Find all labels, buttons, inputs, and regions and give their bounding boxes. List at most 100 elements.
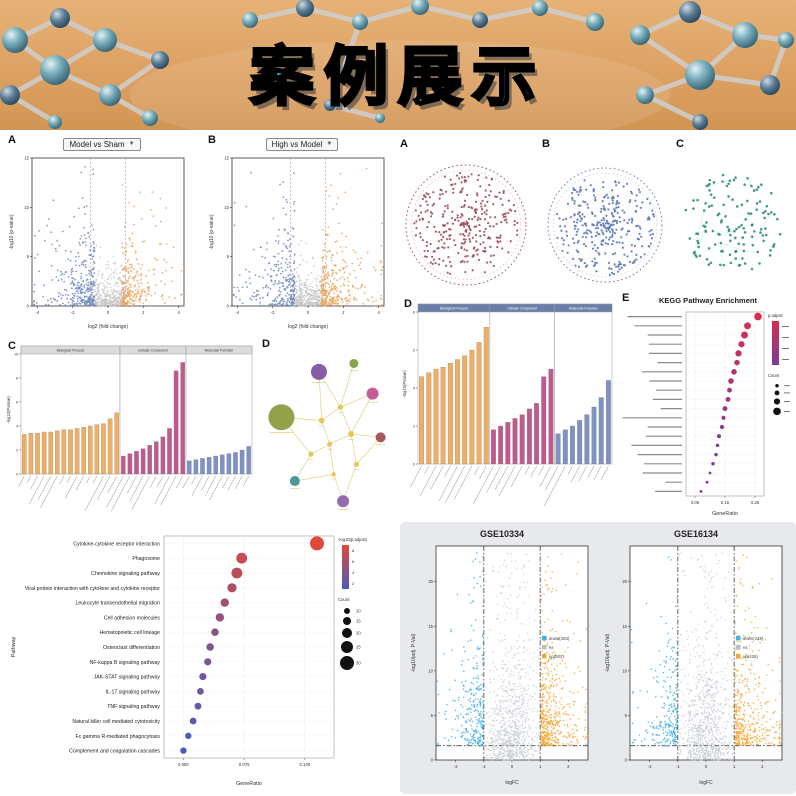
svg-text:2: 2 [352,581,355,586]
svg-text:Count: Count [768,373,780,378]
svg-text:Viral protein interaction with: Viral protein interaction with cytokine … [25,586,160,592]
svg-text:2: 2 [16,448,18,452]
svg-text:Pathway: Pathway [11,636,17,657]
svg-text:0: 0 [107,310,110,315]
svg-text:-2: -2 [454,764,458,769]
svg-text:4: 4 [16,424,18,428]
svg-text:2: 2 [567,764,570,769]
svg-text:0: 0 [307,310,310,315]
chevron-down-icon: ▼ [326,141,333,147]
svg-text:15: 15 [356,619,361,624]
panel-label-b: B [542,138,550,150]
svg-text:15: 15 [622,624,627,629]
svg-text:log2 (fold change): log2 (fold change) [88,324,128,330]
svg-text:10: 10 [428,668,433,673]
volcano-plot-model-vs-sham: -4 -2 0 2 4 0 5 10 15 log2 (fold change) -log10 (p… [6,154,198,330]
panel-label-c: C [8,340,16,352]
svg-text:-4: -4 [235,310,239,315]
svg-text:up(502): up(502) [549,654,564,659]
svg-text:-1: -1 [676,764,680,769]
go-bars-panel-d: D 0 2 4 6 8 -log10(Pvalue) Biological Process C… [402,298,618,518]
svg-text:Complement and coagulation cas: Complement and coagulation cascades [69,749,160,755]
svg-text:Biological Process: Biological Process [440,306,468,310]
svg-text:Cellular Component: Cellular Component [507,306,537,310]
svg-text:8: 8 [16,376,18,380]
svg-text:0: 0 [227,304,230,309]
page-title: 案例展示 [249,40,546,115]
svg-text:-log10(adj. P-Val): -log10(adj. P-Val) [411,633,417,672]
banner: 案例展示 [0,0,796,130]
svg-text:-1: -1 [482,764,486,769]
svg-text:0.050: 0.050 [178,762,189,767]
svg-text:Chemokine signaling pathway: Chemokine signaling pathway [91,571,160,577]
svg-text:0: 0 [27,304,30,309]
go-enrichment-bars-c: 0 2 4 6 8 10 -log10(Pvalue) Biological Process C… [6,344,258,520]
svg-text:15: 15 [224,156,229,161]
panel-label-c: C [676,138,684,150]
svg-text:4: 4 [378,310,381,315]
svg-text:8: 8 [352,548,355,553]
svg-text:JAK-STAT signaling pathway: JAK-STAT signaling pathway [94,675,161,681]
volcano-plot-high-vs-model: -4 -2 0 2 4 0 5 10 15 log2 (fold change) -log10 (p… [206,154,398,330]
comparison-select-model-vs-sham[interactable]: Model vs Sham ▼ [63,137,141,151]
gene-network-b [540,150,670,300]
svg-text:0.100: 0.100 [299,762,310,767]
panel-label-b: B [208,134,216,146]
gse10334-panel: GSE10334 -2 -1 0 1 2 0 5 10 15 20 logFC -log10(adj.… [408,526,596,788]
svg-text:Phagosome: Phagosome [132,556,160,562]
svg-text:Biological Process: Biological Process [57,348,85,352]
svg-text:Natural killer cell mediated c: Natural killer cell mediated cytotoxicit… [72,719,160,725]
svg-text:15: 15 [428,624,433,629]
svg-text:2: 2 [342,310,345,315]
chevron-down-icon: ▼ [128,141,135,147]
gene-network-c [674,150,794,296]
svg-text:0: 0 [625,758,628,763]
kegg-dotplot-panel-e: E KEGG Pathway Enrichment 0.05 0.15 0.25 Ge… [620,292,796,522]
comparison-select-high-vs-model[interactable]: High vs Model ▼ [265,137,339,151]
kegg-enrichment-title: KEGG Pathway Enrichment [659,296,757,305]
svg-text:2: 2 [413,424,415,428]
svg-text:down(283): down(283) [549,636,570,641]
svg-text:Cellular Component: Cellular Component [138,348,168,352]
svg-text:Fc gamma R-mediated phagocytos: Fc gamma R-mediated phagocytosis [76,734,161,740]
svg-text:0: 0 [705,764,708,769]
bubble-network-panel-d: D [260,338,398,522]
go-enrichment-bars-d: 0 2 4 6 8 -log10(Pvalue) Biological Process Cel… [402,302,618,516]
svg-text:-log10 (p-value): -log10 (p-value) [9,214,15,249]
svg-text:0: 0 [511,764,514,769]
svg-text:6: 6 [352,559,355,564]
svg-text:-2: -2 [71,310,75,315]
svg-text:0.05: 0.05 [691,500,700,505]
panel-label-a: A [400,138,408,150]
svg-text:ns: ns [549,645,554,650]
svg-text:Hematopoietic cell lineage: Hematopoietic cell lineage [99,630,160,636]
svg-text:1: 1 [539,764,542,769]
svg-text:IL-17 signaling pathway: IL-17 signaling pathway [105,689,160,695]
svg-text:4: 4 [178,310,181,315]
svg-text:5: 5 [27,254,30,259]
svg-text:4: 4 [352,570,355,575]
svg-text:logFC: logFC [699,780,713,786]
go-bars-panel-c: C 0 2 4 6 8 10 -log10(Pvalue) Biological Proces… [6,340,258,522]
svg-text:5: 5 [625,713,628,718]
svg-text:-4: -4 [35,310,39,315]
svg-text:20: 20 [622,579,627,584]
network-panel-c: C [674,138,794,298]
svg-text:Cell adhesion molecules: Cell adhesion molecules [104,615,161,621]
svg-text:8: 8 [413,310,415,314]
svg-text:6: 6 [413,348,415,352]
svg-text:Leukocyte transendothelial mig: Leukocyte transendothelial migration [76,601,161,607]
volcano-panel-high-vs-model: B High vs Model ▼ -4 -2 0 2 4 0 5 10 15 log2 (fol… [206,134,398,332]
gse10334-title: GSE10334 [479,529,525,539]
svg-text:log2 (fold change): log2 (fold change) [288,324,328,330]
svg-text:Count: Count [338,597,350,602]
svg-text:20: 20 [356,631,361,636]
svg-text:10: 10 [224,205,229,210]
svg-text:Molecular Function: Molecular Function [569,306,598,310]
svg-text:Cytokine-cytokine receptor int: Cytokine-cytokine receptor interaction [73,541,160,547]
svg-text:Osteoclast differentiation: Osteoclast differentiation [103,645,160,651]
svg-text:0: 0 [16,472,18,476]
comparison-select-value: High vs Model [271,139,323,149]
pathway-bubble-network [260,350,398,518]
svg-text:2: 2 [142,310,145,315]
